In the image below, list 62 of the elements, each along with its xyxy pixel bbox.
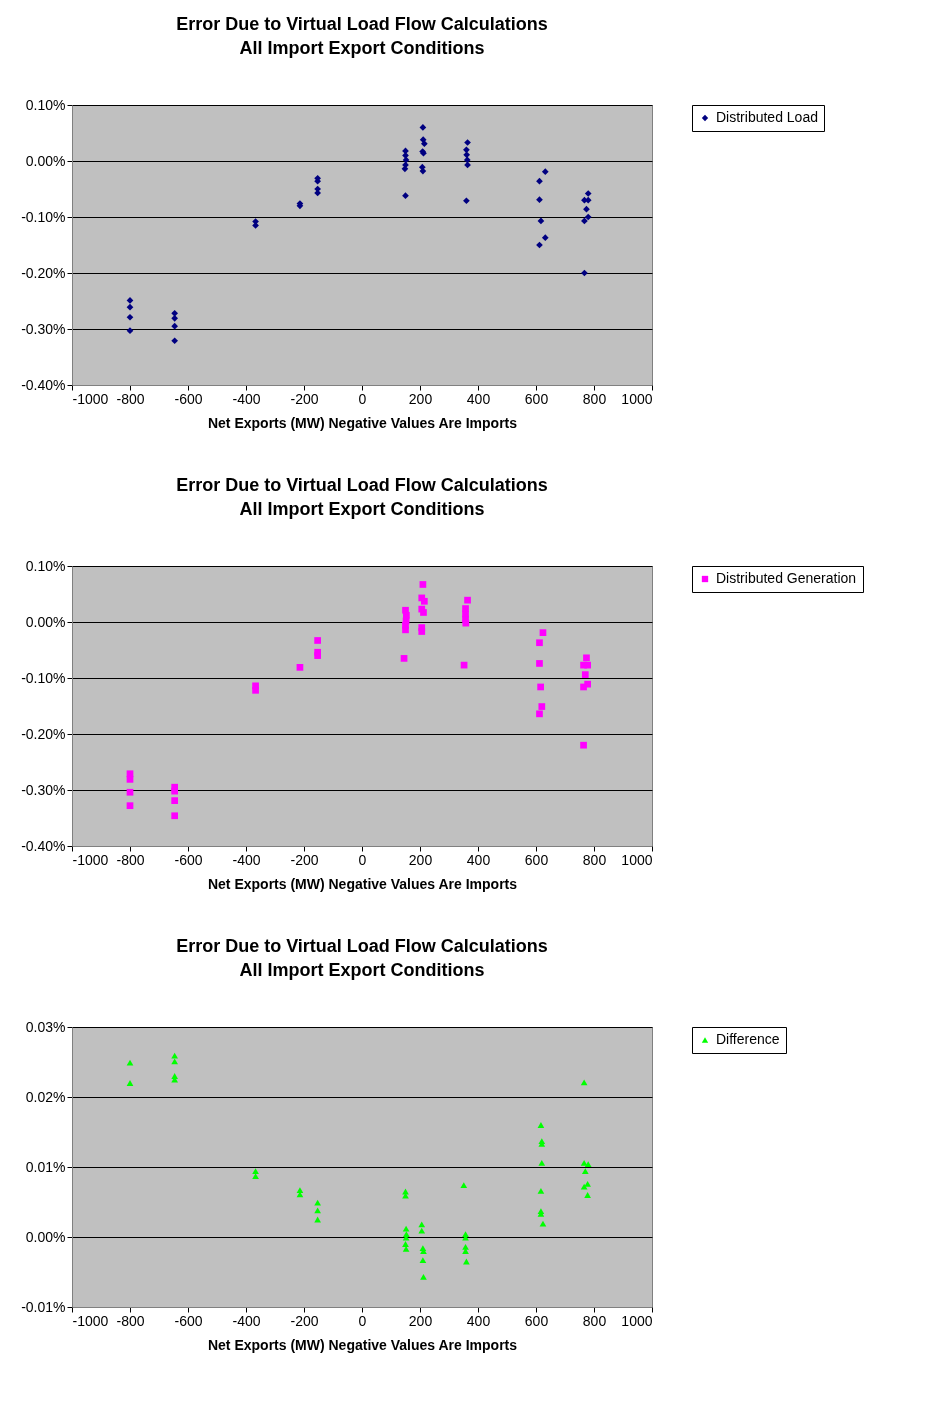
x-tick-label: -400 bbox=[232, 390, 261, 407]
legend-label: Distributed Generation bbox=[716, 570, 857, 586]
x-tick-label: 0 bbox=[358, 1312, 367, 1329]
y-tick-label: -0.30% bbox=[21, 781, 66, 798]
x-tick-label: 0 bbox=[358, 390, 367, 407]
x-tick-label: -200 bbox=[290, 390, 319, 407]
y-tick-label: -0.40% bbox=[21, 376, 66, 393]
legend-label: Distributed Load bbox=[716, 109, 818, 125]
y-tick-label: -0.10% bbox=[21, 208, 66, 225]
y-tick-label: -0.20% bbox=[21, 725, 66, 742]
legend-label: Difference bbox=[716, 1031, 780, 1047]
x-tick-label: -600 bbox=[174, 1312, 203, 1329]
x-tick-label: -400 bbox=[232, 851, 261, 868]
y-tick-label: 0.00% bbox=[25, 1228, 66, 1245]
x-axis-title: Net Exports (MW) Negative Values Are Imports bbox=[207, 414, 518, 431]
y-tick-label: -0.30% bbox=[21, 320, 66, 337]
x-tick-label: -800 bbox=[116, 1312, 145, 1329]
x-tick-label: -1000 bbox=[72, 390, 109, 407]
x-tick-label: 600 bbox=[524, 390, 549, 407]
y-tick-label: 0.10% bbox=[25, 557, 66, 574]
x-tick-label: 1000 bbox=[621, 851, 653, 868]
x-tick-label: -1000 bbox=[72, 1312, 109, 1329]
chart-title: Error Due to Virtual Load Flow Calculations bbox=[176, 475, 548, 495]
x-tick-label: 200 bbox=[408, 390, 433, 407]
y-tick-label: 0.01% bbox=[25, 1158, 66, 1175]
chart-subtitle: All Import Export Conditions bbox=[239, 38, 485, 58]
x-tick-label: 400 bbox=[466, 1312, 491, 1329]
x-tick-label: 1000 bbox=[621, 1312, 653, 1329]
x-axis-title: Net Exports (MW) Negative Values Are Imports bbox=[207, 875, 518, 892]
x-axis-title: Net Exports (MW) Negative Values Are Imports bbox=[207, 1336, 518, 1353]
y-tick-label: -0.40% bbox=[21, 837, 66, 854]
x-tick-label: 0 bbox=[358, 851, 367, 868]
chart-title: Error Due to Virtual Load Flow Calculations bbox=[176, 14, 548, 34]
chart-subtitle: All Import Export Conditions bbox=[239, 960, 485, 980]
x-tick-label: -200 bbox=[290, 851, 319, 868]
x-tick-label: -1000 bbox=[72, 851, 109, 868]
x-tick-label: -200 bbox=[290, 1312, 319, 1329]
y-tick-label: 0.00% bbox=[25, 152, 66, 169]
x-tick-label: 1000 bbox=[621, 390, 653, 407]
y-tick-label: 0.00% bbox=[25, 613, 66, 630]
x-tick-label: -600 bbox=[174, 851, 203, 868]
chart-title: Error Due to Virtual Load Flow Calculations bbox=[176, 936, 548, 956]
x-tick-label: 800 bbox=[582, 1312, 607, 1329]
x-tick-label: 800 bbox=[582, 390, 607, 407]
x-tick-label: -600 bbox=[174, 390, 203, 407]
y-tick-label: 0.10% bbox=[25, 96, 66, 113]
y-tick-label: -0.10% bbox=[21, 669, 66, 686]
x-tick-label: 600 bbox=[524, 851, 549, 868]
x-tick-label: 800 bbox=[582, 851, 607, 868]
chart-subtitle: All Import Export Conditions bbox=[239, 499, 485, 519]
x-tick-label: 200 bbox=[408, 851, 433, 868]
x-tick-label: -800 bbox=[116, 851, 145, 868]
x-tick-label: -400 bbox=[232, 1312, 261, 1329]
y-tick-label: 0.03% bbox=[25, 1018, 66, 1035]
x-tick-label: 200 bbox=[408, 1312, 433, 1329]
y-tick-label: 0.02% bbox=[25, 1088, 66, 1105]
y-tick-label: -0.01% bbox=[21, 1298, 66, 1315]
y-tick-label: -0.20% bbox=[21, 264, 66, 281]
x-tick-label: -800 bbox=[116, 390, 145, 407]
x-tick-label: 600 bbox=[524, 1312, 549, 1329]
x-tick-label: 400 bbox=[466, 390, 491, 407]
x-tick-label: 400 bbox=[466, 851, 491, 868]
